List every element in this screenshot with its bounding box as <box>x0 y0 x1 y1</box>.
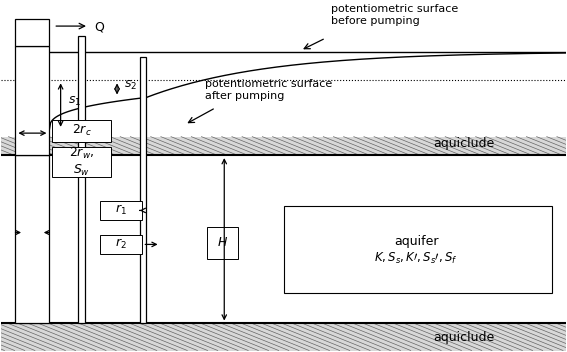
Text: $K,S_s,K\prime,S_s\prime,S_f$: $K,S_s,K\prime,S_s\prime,S_f$ <box>374 251 458 266</box>
Bar <box>284 206 552 293</box>
Bar <box>15 155 49 323</box>
Text: aquiclude: aquiclude <box>433 331 494 344</box>
Text: $r_2$: $r_2$ <box>116 237 127 251</box>
Text: $s_1$: $s_1$ <box>68 95 81 108</box>
Text: potentiometric surface
after pumping: potentiometric surface after pumping <box>205 79 332 101</box>
Bar <box>100 201 142 220</box>
Text: potentiometric surface
before pumping: potentiometric surface before pumping <box>332 5 459 26</box>
Bar <box>1 137 566 155</box>
Bar <box>208 227 238 259</box>
Text: $s_2$: $s_2$ <box>124 79 137 92</box>
Bar <box>78 36 85 323</box>
Bar <box>15 46 49 155</box>
Bar <box>139 57 146 323</box>
Text: $2r_c$: $2r_c$ <box>72 123 92 138</box>
Bar <box>100 235 142 254</box>
Text: Q: Q <box>95 21 104 33</box>
Text: aquifer: aquifer <box>394 235 438 249</box>
Bar <box>1 323 566 351</box>
Text: $2r_w,$
$S_w$: $2r_w,$ $S_w$ <box>69 146 95 178</box>
Bar <box>1 11 566 155</box>
Text: $r_1$: $r_1$ <box>115 203 127 218</box>
Bar <box>52 120 111 142</box>
Bar <box>15 19 49 46</box>
Text: aquiclude: aquiclude <box>433 137 494 150</box>
Bar <box>52 147 111 177</box>
Text: $H$: $H$ <box>217 236 229 249</box>
